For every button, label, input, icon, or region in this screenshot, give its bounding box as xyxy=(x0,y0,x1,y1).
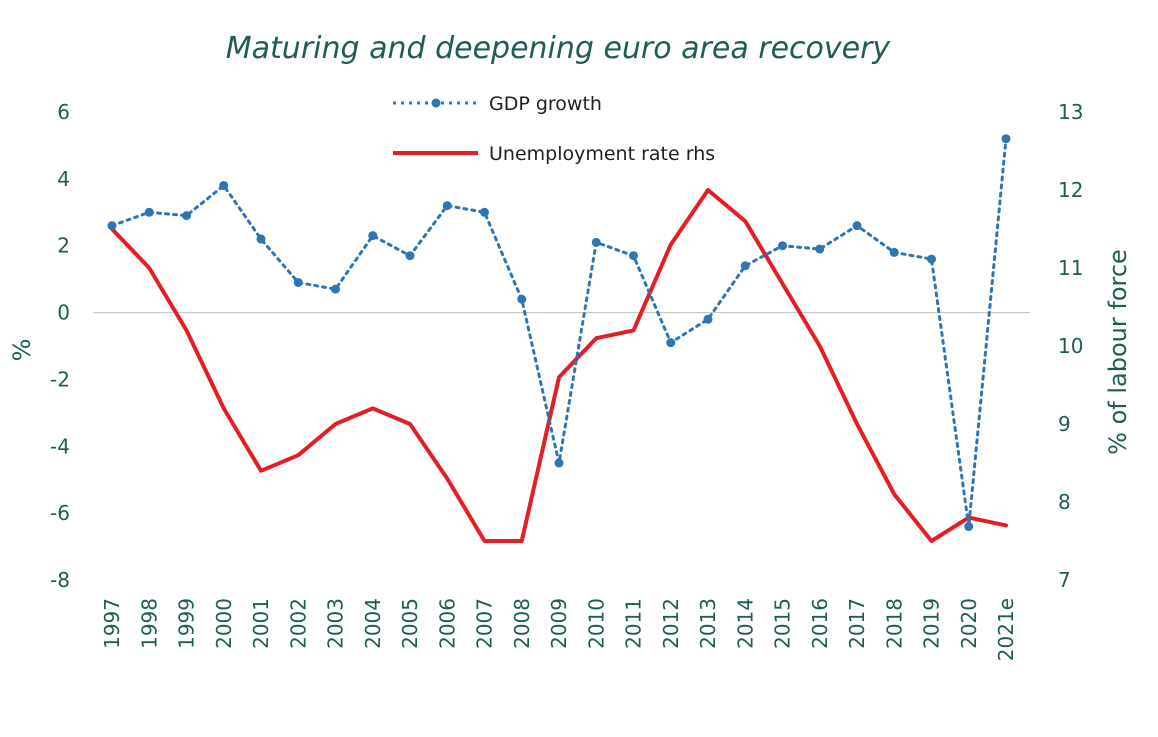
left-tick-label: 2 xyxy=(57,234,70,258)
gdp-growth-point xyxy=(144,207,154,217)
gdp-growth-point xyxy=(666,338,676,348)
x-tick-label: 1998 xyxy=(137,598,161,649)
gdp-growth-point xyxy=(927,254,936,264)
gdp-growth-point xyxy=(480,207,489,217)
x-tick-label: 1997 xyxy=(100,598,124,649)
gdp-growth-point xyxy=(182,211,191,221)
right-tick-label: 8 xyxy=(1058,490,1071,514)
gdp-growth-point xyxy=(219,181,229,191)
gdp-growth-point xyxy=(778,241,787,251)
legend-gdp-label: GDP growth xyxy=(489,93,602,115)
x-tick-label: 2001 xyxy=(249,598,273,649)
x-tick-label: 2015 xyxy=(771,598,795,649)
unemployment-rate-line xyxy=(110,188,1008,543)
gdp-growth-point xyxy=(256,234,266,244)
x-tick-label: 2012 xyxy=(659,598,683,649)
gdp-growth-point xyxy=(852,221,862,231)
gdp-growth-point xyxy=(815,244,825,254)
gdp-growth-point xyxy=(889,247,899,257)
right-axis-title: % of labour force xyxy=(1104,249,1132,455)
gdp-growth-point xyxy=(331,284,340,294)
gdp-growth-point xyxy=(740,261,750,271)
x-tick-label: 2009 xyxy=(547,598,571,649)
legend-gdp-marker xyxy=(431,98,441,108)
x-tick-label: 2000 xyxy=(212,598,236,649)
series-layer xyxy=(107,134,1011,543)
left-tick-label: 0 xyxy=(57,301,70,325)
x-tick-label: 1999 xyxy=(175,598,199,649)
left-tick-label: -2 xyxy=(50,367,70,391)
x-tick-label: 2005 xyxy=(398,598,422,649)
gdp-growth-point xyxy=(591,237,601,247)
right-tick-label: 7 xyxy=(1058,568,1071,592)
x-tick-label: 2008 xyxy=(510,598,534,649)
x-tick-label: 2007 xyxy=(473,598,497,649)
right-tick-label: 12 xyxy=(1058,178,1083,202)
left-axis-title: % xyxy=(8,339,36,362)
right-axis-ticks: 13 12 11 10 9 8 7 xyxy=(1058,100,1083,592)
gdp-growth-point xyxy=(293,277,303,287)
gdp-growth-point xyxy=(517,294,527,304)
legend: GDP growth Unemployment rate rhs xyxy=(393,93,715,165)
right-tick-label: 11 xyxy=(1058,256,1083,280)
x-tick-label: 2011 xyxy=(622,598,646,649)
legend-unemployment-label: Unemployment rate rhs xyxy=(489,143,715,165)
x-tick-label: 2002 xyxy=(286,598,310,649)
x-tick-label: 2010 xyxy=(584,598,608,649)
gdp-growth-line xyxy=(110,137,1008,527)
right-tick-label: 13 xyxy=(1058,100,1083,124)
gdp-growth-point xyxy=(405,251,415,261)
x-tick-label: 2004 xyxy=(361,598,385,649)
gdp-growth-point xyxy=(107,221,117,231)
x-tick-label: 2016 xyxy=(808,598,832,649)
x-tick-label: 2020 xyxy=(957,598,981,649)
left-tick-label: 6 xyxy=(57,100,70,124)
gdp-growth-point xyxy=(703,314,713,324)
right-tick-label: 9 xyxy=(1058,412,1071,436)
x-tick-label: 2018 xyxy=(882,598,906,649)
left-tick-label: -8 xyxy=(50,568,70,592)
left-tick-label: -4 xyxy=(50,434,70,458)
left-tick-label: -6 xyxy=(50,501,70,525)
x-tick-label: 2019 xyxy=(920,598,944,649)
x-tick-label: 2003 xyxy=(324,598,348,649)
gdp-growth-point xyxy=(554,458,564,468)
left-axis-ticks: 6 4 2 0 -2 -4 -6 -8 xyxy=(50,100,70,592)
gdp-growth-point xyxy=(629,251,638,261)
x-axis-ticks: 1997 1998 1999 2000 2001 2002 2003 2004 2005 2006… xyxy=(100,598,1018,661)
x-tick-label: 2017 xyxy=(845,598,869,649)
x-tick-label: 2013 xyxy=(696,598,720,649)
x-tick-label: 2021e xyxy=(994,598,1018,661)
gdp-growth-point xyxy=(442,201,452,211)
chart-title: Maturing and deepening euro area recover… xyxy=(226,31,892,66)
x-tick-label: 2014 xyxy=(733,598,757,649)
left-tick-label: 4 xyxy=(57,167,70,191)
gdp-growth-point xyxy=(368,231,378,241)
gdp-growth-point xyxy=(1001,134,1011,144)
gdp-growth-point xyxy=(964,522,974,532)
x-tick-label: 2006 xyxy=(435,598,459,649)
right-tick-label: 10 xyxy=(1058,334,1083,358)
